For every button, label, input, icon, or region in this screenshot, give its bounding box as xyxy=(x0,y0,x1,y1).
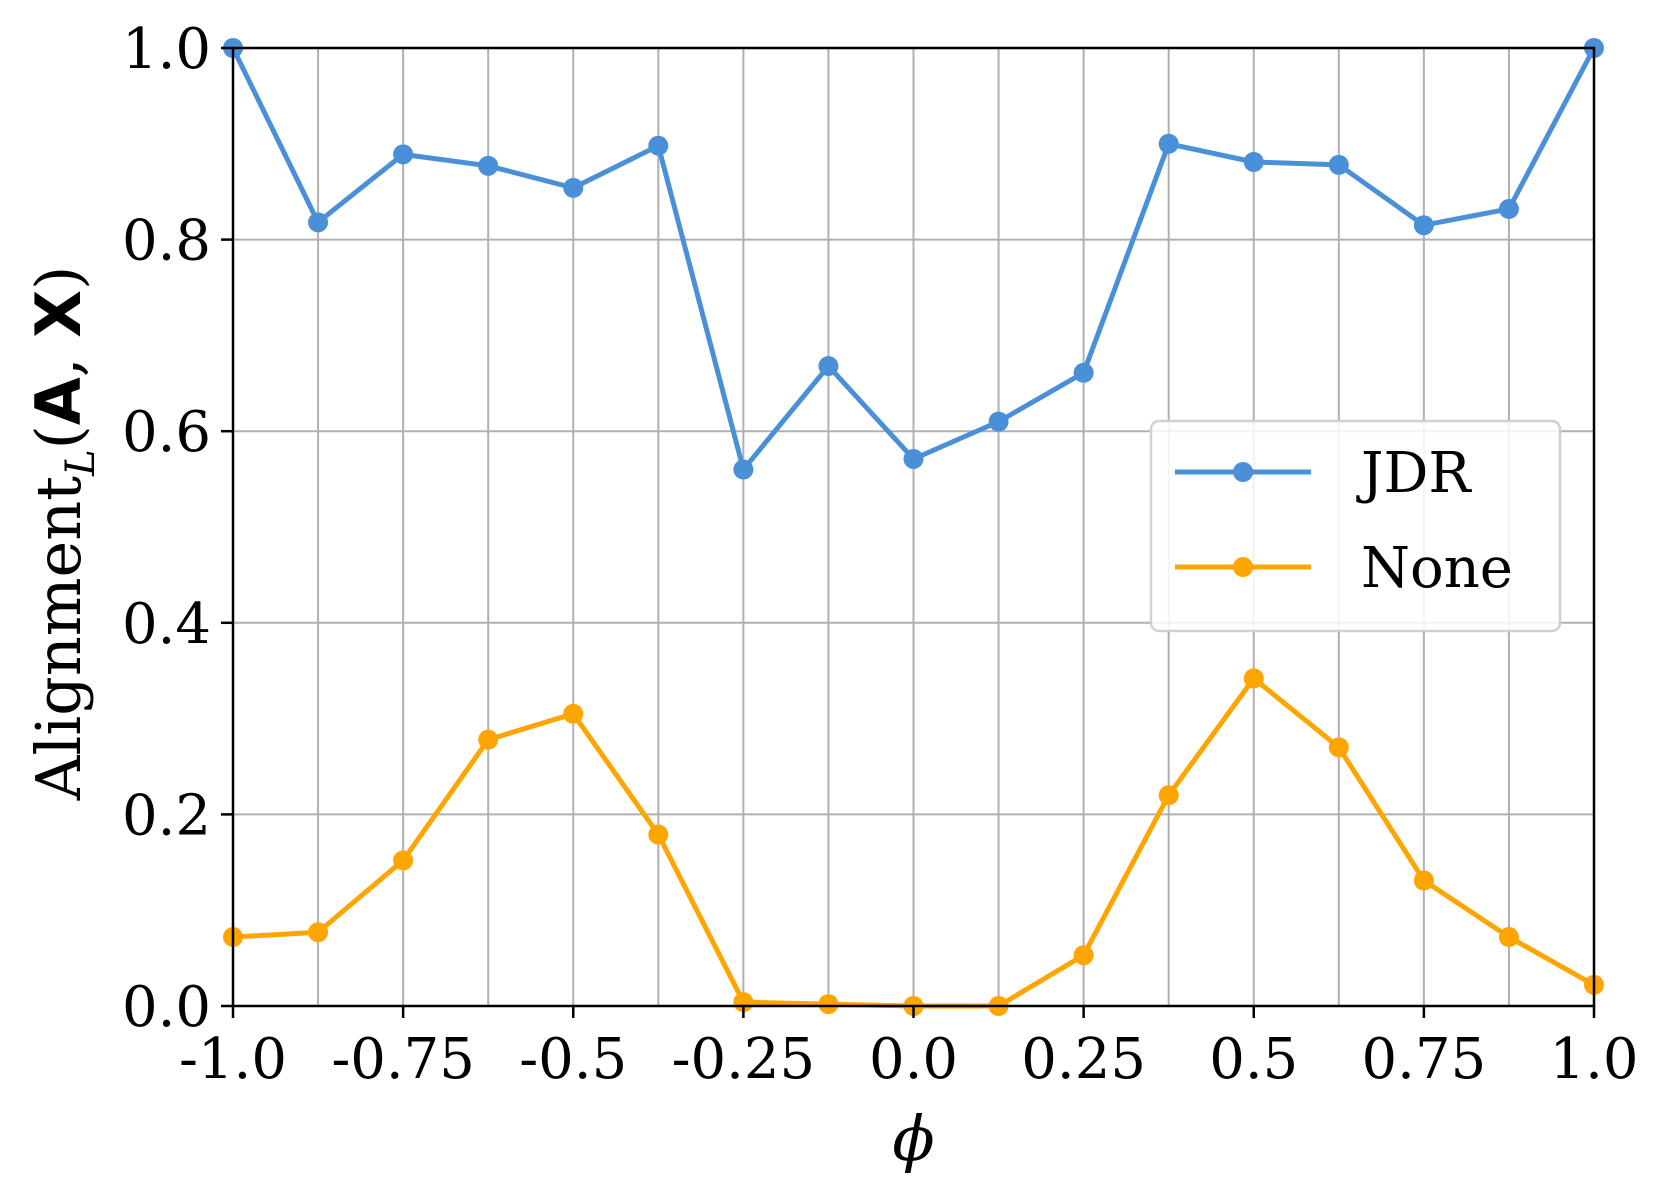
data-point-none xyxy=(1243,668,1264,689)
x-axis-label: ϕ xyxy=(892,1102,934,1175)
x-tick-label: 0.25 xyxy=(1021,1027,1146,1092)
data-point-jdr xyxy=(818,356,839,377)
legend: JDR None xyxy=(1149,419,1562,633)
legend-marker-none xyxy=(1233,557,1253,577)
x-tick-label: -0.5 xyxy=(519,1027,627,1092)
legend-label-jdr: JDR xyxy=(1356,441,1472,506)
data-point-none xyxy=(308,922,329,943)
data-point-jdr xyxy=(1328,154,1349,175)
y-axis-label-open-paren: ( xyxy=(22,425,95,449)
y-axis-label-close-paren: ) xyxy=(22,266,95,290)
data-point-none xyxy=(1328,737,1349,758)
data-point-jdr xyxy=(1158,133,1179,154)
x-tick-label: 0.5 xyxy=(1209,1027,1298,1092)
data-point-jdr xyxy=(393,144,414,165)
y-axis-label: AlignmentL(A, X) xyxy=(22,266,104,802)
data-point-none xyxy=(1413,870,1434,891)
y-axis-label-subscript: L xyxy=(58,449,104,477)
x-tick-label: -0.75 xyxy=(331,1027,475,1092)
data-point-none xyxy=(648,824,669,845)
data-point-jdr xyxy=(478,155,499,176)
legend-label-none: None xyxy=(1361,536,1513,601)
data-point-jdr xyxy=(308,212,329,233)
data-point-jdr xyxy=(1498,198,1519,219)
x-tick-label: 1.0 xyxy=(1549,1027,1638,1092)
data-point-none xyxy=(393,850,414,871)
x-tick-label: -1.0 xyxy=(179,1027,287,1092)
data-point-none xyxy=(563,703,584,724)
y-tick-label: 1.0 xyxy=(122,17,211,82)
x-axis-ticks: -1.0 -0.75 -0.5 -0.25 0.0 0.25 0.5 0.75 1.0 xyxy=(179,1006,1639,1092)
series-jdr xyxy=(223,38,1604,480)
data-point-none xyxy=(818,994,839,1015)
y-tick-label: 0.6 xyxy=(122,400,211,465)
data-point-none xyxy=(1073,945,1094,966)
y-tick-label: 0.8 xyxy=(122,209,211,274)
y-axis-label-arg-a: A xyxy=(22,377,95,425)
x-tick-label: 0.0 xyxy=(869,1027,958,1092)
data-point-jdr xyxy=(733,459,754,480)
legend-entry-none: None xyxy=(1175,536,1513,601)
data-point-jdr xyxy=(903,448,924,469)
data-point-jdr xyxy=(1413,215,1434,236)
data-point-jdr xyxy=(1243,152,1264,173)
data-point-none xyxy=(1498,927,1519,948)
x-tick-label: -0.25 xyxy=(672,1027,816,1092)
data-point-jdr xyxy=(988,411,1009,432)
data-point-none xyxy=(1158,785,1179,806)
series-layer xyxy=(223,38,1604,1016)
y-axis-label-main: Alignment xyxy=(22,476,95,801)
data-point-jdr xyxy=(563,177,584,198)
legend-entry-jdr: JDR xyxy=(1175,441,1472,506)
y-tick-label: 0.2 xyxy=(122,783,211,848)
y-tick-label: 0.4 xyxy=(122,592,211,657)
y-axis-label-arg-x: X xyxy=(22,290,95,338)
x-tick-label: 0.75 xyxy=(1362,1027,1487,1092)
y-axis-ticks: 0.0 0.2 0.4 0.6 0.8 1.0 xyxy=(122,17,233,1040)
data-point-jdr xyxy=(1073,362,1094,383)
data-point-none xyxy=(478,729,499,750)
y-axis-label-separator: , xyxy=(22,338,95,377)
y-tick-label: 0.0 xyxy=(122,975,211,1040)
legend-marker-jdr xyxy=(1233,462,1253,482)
data-point-jdr xyxy=(648,135,669,156)
